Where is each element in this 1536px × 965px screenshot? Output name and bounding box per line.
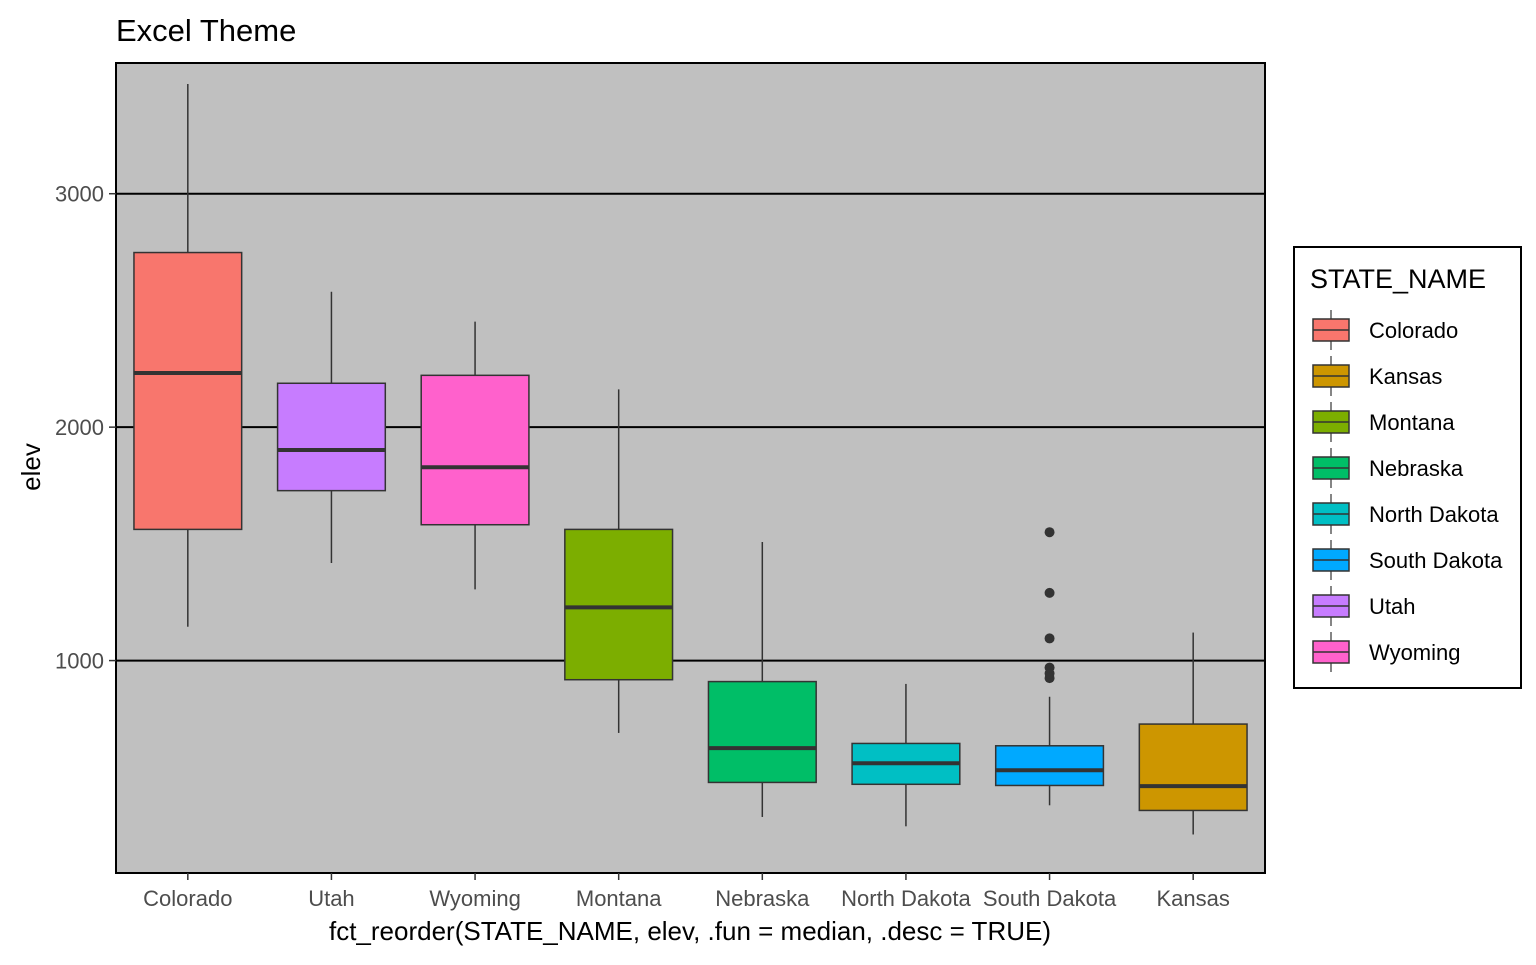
legend-item-montana: Montana (1312, 402, 1455, 442)
y-axis-label: elev (16, 443, 46, 491)
y-tick-label: 2000 (55, 415, 104, 440)
legend-label: Utah (1369, 594, 1415, 619)
outlier-point (1044, 633, 1055, 644)
x-tick-label: Nebraska (715, 886, 810, 911)
box-south-dakota (994, 527, 1105, 806)
plot-panel (115, 62, 1266, 874)
box-wyoming (420, 321, 530, 590)
box-iqr (707, 680, 817, 784)
outlier-point (1044, 662, 1055, 673)
legend-item-south-dakota: South Dakota (1312, 540, 1503, 580)
legend-item-wyoming: Wyoming (1312, 632, 1461, 672)
box-iqr (994, 745, 1105, 787)
x-tick-label: Colorado (143, 886, 232, 911)
legend-label: Kansas (1369, 364, 1442, 389)
box-iqr (1138, 723, 1248, 812)
x-tick-label: Kansas (1156, 886, 1229, 911)
x-axis-label: fct_reorder(STATE_NAME, elev, .fun = med… (329, 916, 1051, 946)
legend-title: STATE_NAME (1310, 264, 1486, 294)
y-tick-label: 3000 (55, 182, 104, 207)
legend: STATE_NAME Colorado Kansas Montana Nebraska N… (1293, 246, 1522, 689)
x-axis: Colorado Utah Wyoming Montana Nebraska North … (143, 873, 1230, 911)
legend-label: North Dakota (1369, 502, 1499, 527)
legend-label: Nebraska (1369, 456, 1464, 481)
outlier-point (1044, 587, 1055, 598)
box-iqr (420, 374, 530, 526)
legend-label: Wyoming (1369, 640, 1461, 665)
x-tick-label: Montana (576, 886, 662, 911)
legend-item-north-dakota: North Dakota (1312, 494, 1499, 534)
legend-item-utah: Utah (1312, 586, 1415, 626)
legend-label: Colorado (1369, 318, 1458, 343)
box-montana (564, 389, 674, 733)
y-tick-label: 1000 (55, 649, 104, 674)
box-iqr (133, 251, 243, 531)
legend-item-kansas: Kansas (1312, 356, 1442, 396)
box-north-dakota (851, 683, 961, 827)
x-tick-label: South Dakota (983, 886, 1117, 911)
panel-border (115, 62, 1266, 874)
x-tick-label: Wyoming (429, 886, 521, 911)
box-utah (276, 291, 387, 564)
box-iqr (564, 528, 674, 681)
box-colorado (133, 84, 243, 627)
box-kansas (1138, 632, 1248, 835)
box-iqr (276, 382, 387, 492)
chart-title: Excel Theme (116, 13, 296, 48)
legend-label: Montana (1369, 410, 1455, 435)
legend-label: South Dakota (1369, 548, 1503, 573)
x-tick-label: Utah (308, 886, 354, 911)
outlier-point (1044, 527, 1055, 538)
y-axis: 1000 2000 3000 (55, 182, 116, 674)
legend-item-nebraska: Nebraska (1312, 448, 1464, 488)
x-tick-label: North Dakota (841, 886, 971, 911)
box-nebraska (707, 541, 817, 817)
legend-item-colorado: Colorado (1312, 310, 1458, 350)
